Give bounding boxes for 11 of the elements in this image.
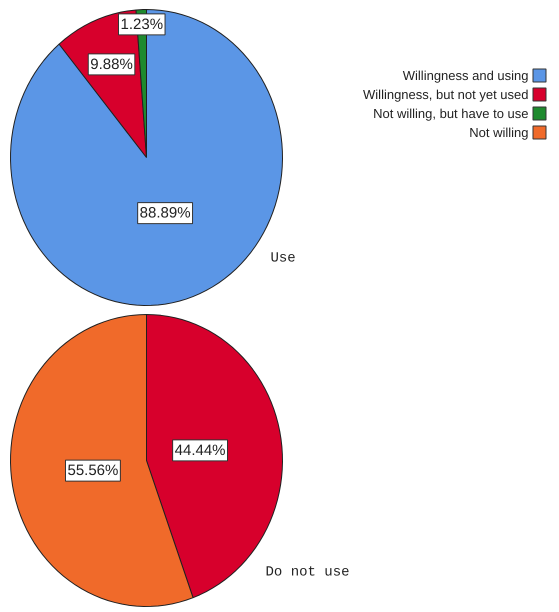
legend-label: Not willing xyxy=(469,125,529,140)
legend-label: Willingness, but not yet used xyxy=(363,87,529,102)
data-label: 44.44% xyxy=(174,442,226,459)
data-label: 9.88% xyxy=(90,56,133,73)
legend-label: Not willing, but have to use xyxy=(373,106,529,121)
data-label: 88.89% xyxy=(140,204,191,222)
data-label: 55.56% xyxy=(67,462,118,480)
text: Use xyxy=(270,250,296,266)
legend-label: Willingness and using xyxy=(402,68,528,83)
data-label: 1.23% xyxy=(120,16,164,33)
text: Do not use xyxy=(266,564,350,580)
